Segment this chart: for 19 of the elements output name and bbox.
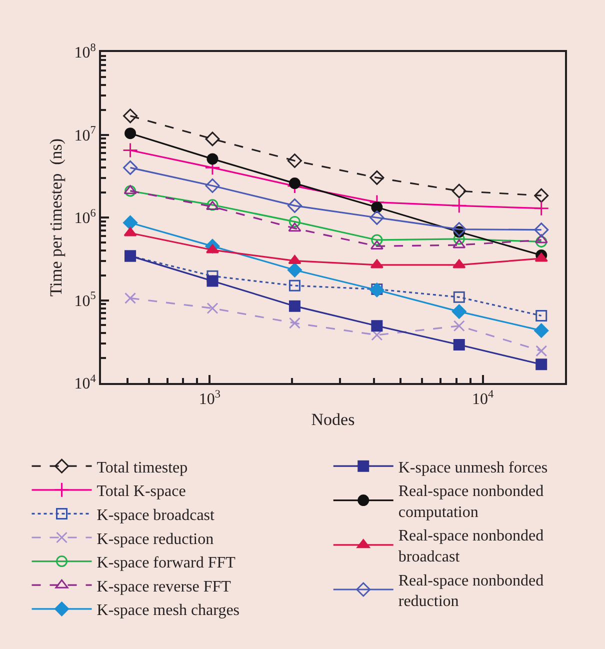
legend-label: Real-space nonbonded broadcast <box>398 528 544 566</box>
y-tick-label: 10$^{8}$ <box>74 42 96 62</box>
x-axis-title: Nodes <box>311 410 355 430</box>
legend-label: K-space broadcast <box>96 506 216 524</box>
legend-label: Real-space nonbonded reduction <box>398 572 544 610</box>
legend-label: K-space forward FFT <box>96 554 236 572</box>
x-tick-label: 10$^{3}$ <box>198 388 221 408</box>
y-tick-label: 10$^{7}$ <box>74 124 96 144</box>
y-axis-title: Time per timestep (ns) <box>46 138 66 297</box>
legend-label: K-space mesh charges <box>96 602 240 620</box>
legend-label: K-space reverse FFT <box>96 578 232 596</box>
y-tick-label: 10$^{4}$ <box>74 372 96 393</box>
legend-label: K-space unmesh forces <box>398 459 548 476</box>
y-tick-label: 10$^{5}$ <box>74 290 96 310</box>
legend-label: Total K-space <box>96 483 186 500</box>
legend-label: Real-space nonbonded computation <box>398 483 544 521</box>
y-tick-label: 10$^{6}$ <box>74 207 96 228</box>
legend-label: Total timestep <box>96 459 188 476</box>
legend-label: K-space reduction <box>96 530 214 548</box>
